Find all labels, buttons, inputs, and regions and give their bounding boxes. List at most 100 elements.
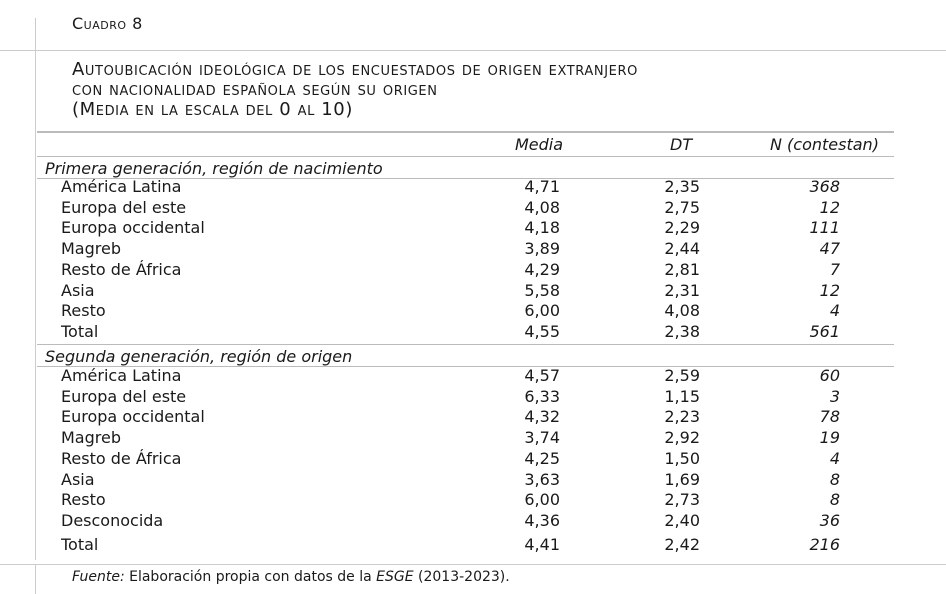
table-row: Resto de África 4,29 2,81 7: [0, 260, 946, 280]
table-row: América Latina 4,71 2,35 368: [0, 177, 946, 197]
cell-dt: 2,38: [664, 321, 700, 341]
cell-media: 4,08: [524, 197, 560, 217]
table-row: Europa del este 6,33 1,15 3: [0, 387, 946, 407]
cell-dt: 2,81: [664, 259, 700, 279]
row-label: Asia: [61, 280, 95, 300]
cell-n: 368: [809, 177, 840, 196]
row-label: Resto de África: [61, 259, 182, 279]
row-label: Magreb: [61, 428, 121, 448]
cell-n: 12: [819, 280, 840, 300]
cell-dt: 2,31: [664, 280, 700, 300]
left-rule-bottom: [35, 564, 36, 594]
cell-n: 12: [819, 197, 840, 217]
cell-dt: 2,35: [664, 177, 700, 196]
cell-n: 3: [829, 386, 840, 406]
table-row: Europa del este 4,08 2,75 12: [0, 198, 946, 218]
row-label: Resto de África: [61, 448, 182, 468]
section-2-rule: [37, 366, 894, 367]
source-note: Fuente: Elaboración propia con datos de …: [72, 569, 510, 585]
cell-media: 4,32: [524, 407, 560, 427]
cell-n: 111: [809, 218, 840, 238]
section-2-top-rule: [37, 344, 894, 345]
cell-n: 19: [819, 428, 840, 448]
cell-dt: 2,42: [664, 534, 700, 554]
row-label: Resto: [61, 490, 106, 510]
top-divider: [0, 50, 946, 51]
cell-dt: 2,73: [664, 490, 700, 510]
cell-dt: 1,50: [664, 448, 700, 468]
survey-name: ESGE: [376, 569, 414, 585]
cell-media: 4,41: [524, 534, 560, 554]
cell-media: 4,36: [524, 510, 560, 530]
cell-media: 3,63: [524, 469, 560, 489]
title-line-1: Autoubicación ideológica de los encuesta…: [72, 59, 638, 80]
table-row: Total 4,55 2,38 561: [0, 322, 946, 342]
table-top-rule: [37, 131, 894, 133]
cell-n: 7: [829, 259, 840, 279]
table-row: Magreb 3,74 2,92 19: [0, 428, 946, 448]
cell-dt: 2,92: [664, 428, 700, 448]
cell-n: 78: [819, 407, 840, 427]
table-row: Desconocida 4,36 2,40 36: [0, 511, 946, 531]
table-row: Resto 6,00 4,08 4: [0, 301, 946, 321]
table-row: Europa occidental 4,32 2,23 78: [0, 407, 946, 427]
row-label: Europa occidental: [61, 218, 205, 238]
row-label: Total: [61, 534, 99, 554]
cell-dt: 4,08: [664, 301, 700, 321]
cell-media: 3,89: [524, 239, 560, 259]
section-2-title: Segunda generación, región de origen: [45, 347, 353, 366]
cell-media: 4,57: [524, 366, 560, 385]
col-header-n: N (contestan): [770, 135, 879, 154]
source-text: Elaboración propia con datos de la: [124, 569, 377, 585]
row-label: Europa del este: [61, 197, 187, 217]
table-row: Asia 3,63 1,69 8: [0, 470, 946, 490]
cell-n: 47: [819, 239, 840, 259]
cell-n: 8: [829, 490, 840, 510]
table-row: América Latina 4,57 2,59 60: [0, 366, 946, 386]
table-row: Magreb 3,89 2,44 47: [0, 239, 946, 259]
table-title: Autoubicación ideológica de los encuesta…: [72, 60, 932, 120]
header-rule: [37, 156, 894, 157]
left-rule-top: [35, 18, 36, 50]
cell-n: 561: [809, 321, 840, 341]
row-label: Asia: [61, 469, 95, 489]
cell-media: 4,29: [524, 259, 560, 279]
row-label: Desconocida: [61, 510, 164, 530]
source-label: Fuente:: [72, 569, 125, 585]
bottom-divider: [0, 564, 946, 565]
table-row: Total 4,41 2,42 216: [0, 535, 946, 555]
row-label: América Latina: [61, 366, 182, 385]
row-label: Europa del este: [61, 386, 187, 406]
cell-dt: 2,44: [664, 239, 700, 259]
table-row: Resto 6,00 2,73 8: [0, 490, 946, 510]
cell-media: 4,71: [524, 177, 560, 196]
col-header-dt: DT: [670, 135, 693, 154]
cell-dt: 2,75: [664, 197, 700, 217]
section-1-rule: [37, 178, 894, 179]
cell-dt: 2,59: [664, 366, 700, 385]
row-label: Resto: [61, 301, 106, 321]
cell-media: 5,58: [524, 280, 560, 300]
left-rule-main: [35, 50, 36, 560]
row-label: América Latina: [61, 177, 182, 196]
cell-media: 4,18: [524, 218, 560, 238]
cell-n: 60: [819, 366, 840, 385]
cell-n: 8: [829, 469, 840, 489]
cell-dt: 1,15: [664, 386, 700, 406]
row-label: Magreb: [61, 239, 121, 259]
cell-media: 4,25: [524, 448, 560, 468]
caption-label: Cuadro 8: [72, 14, 143, 33]
table-row: Europa occidental 4,18 2,29 111: [0, 218, 946, 238]
cell-media: 4,55: [524, 321, 560, 341]
cell-dt: 2,29: [664, 218, 700, 238]
row-label: Total: [61, 321, 99, 341]
cell-n: 216: [809, 534, 840, 554]
cell-dt: 2,23: [664, 407, 700, 427]
col-header-media: Media: [515, 135, 564, 154]
cell-n: 36: [819, 510, 840, 530]
source-years: (2013-2023).: [413, 569, 510, 585]
table-row: Resto de África 4,25 1,50 4: [0, 449, 946, 469]
table-row: Asia 5,58 2,31 12: [0, 281, 946, 301]
cell-dt: 2,40: [664, 510, 700, 530]
section-1-title: Primera generación, región de nacimiento: [45, 159, 383, 178]
